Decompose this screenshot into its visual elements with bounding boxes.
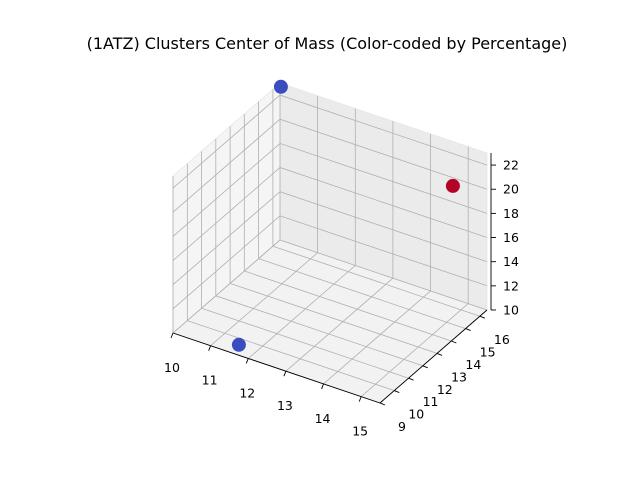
- x-tick-mark: [170, 332, 174, 339]
- gridlines: [172, 83, 488, 404]
- scatter-point-1: [273, 79, 288, 94]
- y-tick-label: 16: [494, 332, 510, 347]
- z-tick-label: 16: [503, 230, 519, 245]
- x-axis-line: [172, 332, 381, 404]
- z-tick-label: 18: [503, 206, 519, 221]
- y-tick-label: 15: [480, 345, 496, 360]
- y-tick-label: 12: [437, 382, 453, 397]
- x-tick-mark: [358, 396, 362, 402]
- y-tick-label: 13: [451, 369, 467, 384]
- y-tick-mark: [465, 328, 471, 332]
- z-tick-label: 22: [503, 158, 519, 173]
- x-tick-label: 12: [239, 385, 255, 400]
- y-tick-label: 14: [465, 357, 481, 372]
- z-gridline: [172, 142, 488, 237]
- z-gridline: [172, 239, 488, 334]
- y-tick-mark: [379, 402, 386, 406]
- y-tick-mark: [451, 340, 457, 344]
- data-points: [231, 79, 460, 352]
- axes-lines: [170, 153, 496, 406]
- y-tick-mark: [479, 315, 486, 319]
- y-tick-mark: [408, 377, 414, 381]
- x-tick-label: 10: [164, 360, 180, 375]
- y-tick-mark: [422, 365, 428, 369]
- z-tick-label: 10: [503, 303, 519, 318]
- y-axis-line: [379, 309, 488, 404]
- axes-panes: [172, 82, 488, 404]
- x-tick-mark: [283, 371, 287, 377]
- y-tick-mark: [394, 390, 400, 394]
- x-tick-mark: [245, 358, 249, 364]
- x-tick-label: 15: [352, 424, 368, 439]
- chart-title: (1ATZ) Clusters Center of Mass (Color-co…: [87, 34, 568, 53]
- x-tick-mark: [208, 345, 212, 351]
- z-gridline: [172, 94, 488, 189]
- z-gridline: [172, 167, 488, 261]
- z-tick-label: 12: [503, 278, 519, 293]
- x-tick-label: 11: [202, 373, 218, 388]
- y-tick-label: 9: [398, 419, 406, 434]
- z-gridline: [172, 118, 488, 213]
- scatter-point-2: [231, 337, 246, 352]
- y-tick-label: 10: [408, 407, 424, 422]
- z-tick-label: 14: [503, 254, 519, 269]
- y-tick-mark: [436, 352, 443, 356]
- x-tick-label: 13: [277, 398, 293, 413]
- scatter-point-3: [445, 178, 460, 193]
- z-tick-label: 20: [503, 182, 519, 197]
- y-tick-label: 11: [423, 394, 439, 409]
- z-gridline: [172, 215, 488, 310]
- z-gridline: [172, 191, 488, 286]
- x-tick-label: 14: [315, 411, 331, 426]
- x-tick-mark: [321, 383, 324, 390]
